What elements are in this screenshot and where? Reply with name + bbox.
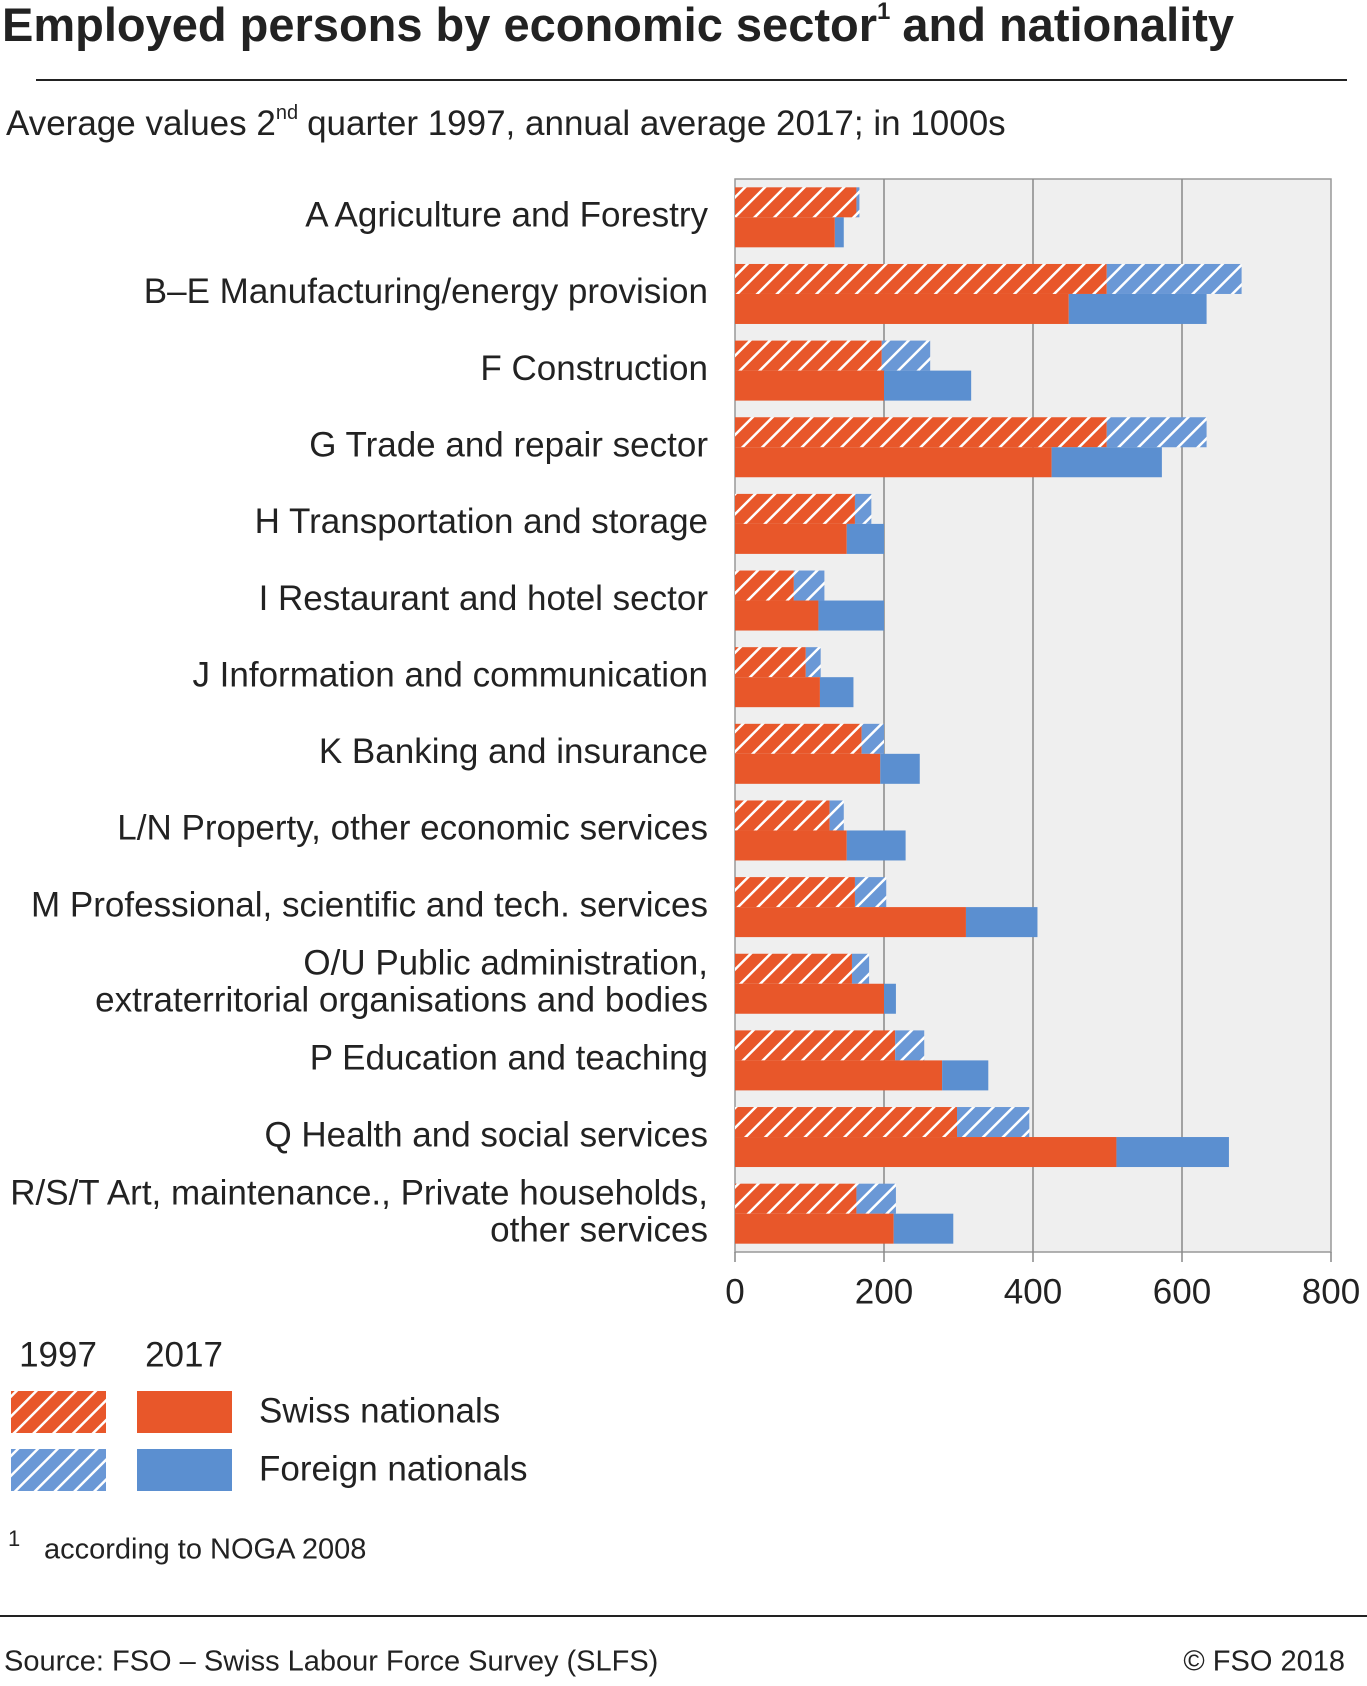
bar <box>884 983 896 1014</box>
x-tick-label: 600 <box>1153 1272 1211 1311</box>
bar <box>735 417 1107 448</box>
bar <box>957 1107 1030 1138</box>
bar <box>735 983 884 1014</box>
chart-title: Employed persons by economic sector1 and … <box>2 0 1234 51</box>
bar <box>854 877 887 908</box>
category-label: H Transportation and storage <box>255 502 708 541</box>
category-label: K Banking and insurance <box>319 732 708 771</box>
x-tick-label: 800 <box>1302 1272 1360 1311</box>
x-tick-label: 400 <box>1004 1272 1062 1311</box>
category-label: J Information and communication <box>192 655 708 694</box>
subtitle: Average values 2nd quarter 1997, annual a… <box>6 102 1006 143</box>
bar <box>884 370 972 401</box>
bar <box>735 877 855 908</box>
bar <box>735 1183 857 1214</box>
bar <box>854 493 872 524</box>
legend-swatch <box>137 1449 232 1491</box>
bar <box>1106 263 1242 294</box>
bar <box>856 1183 896 1214</box>
bar <box>861 723 884 754</box>
bar <box>735 677 820 708</box>
bar <box>735 1137 1117 1168</box>
bar <box>942 1060 989 1091</box>
bar <box>893 1213 954 1244</box>
category-label: A Agriculture and Forestry <box>305 196 708 235</box>
bar <box>735 570 794 601</box>
category-label: O/U Public administration, <box>303 944 708 983</box>
source: Source: FSO – Swiss Labour Force Survey … <box>4 1646 658 1678</box>
bar <box>735 523 847 554</box>
bar <box>735 263 1107 294</box>
bar <box>735 370 884 401</box>
legend-swatch <box>137 1391 232 1433</box>
category-label: G Trade and repair sector <box>309 426 708 465</box>
legend-swatch <box>11 1391 106 1433</box>
bar <box>805 647 821 678</box>
bar <box>735 647 806 678</box>
bar <box>735 830 847 861</box>
legend-swatch <box>11 1449 106 1491</box>
bar <box>1116 1137 1229 1168</box>
legend-year: 2017 <box>145 1335 223 1374</box>
legend-label: Foreign nationals <box>259 1449 528 1488</box>
bar <box>829 800 844 831</box>
category-label: Q Health and social services <box>264 1115 708 1154</box>
category-label: B–E Manufacturing/energy provision <box>144 272 708 311</box>
bar <box>965 907 1038 938</box>
bar <box>735 953 852 984</box>
bar <box>735 293 1069 324</box>
category-label: F Construction <box>480 349 708 388</box>
bar <box>834 217 844 248</box>
bar <box>846 830 906 861</box>
category-label: extraterritorial organisations and bodie… <box>95 981 708 1020</box>
x-tick-label: 200 <box>855 1272 913 1311</box>
legend-label: Swiss nationals <box>259 1391 500 1430</box>
bar <box>819 677 854 708</box>
bar <box>818 600 884 631</box>
bar <box>1051 447 1162 478</box>
footnote-mark: 1 <box>8 1526 20 1551</box>
bar <box>846 523 884 554</box>
category-label: R/S/T Art, maintenance., Private househo… <box>10 1173 708 1212</box>
bar <box>735 600 819 631</box>
copyright: © FSO 2018 <box>1183 1646 1345 1678</box>
bar <box>880 753 920 784</box>
bar <box>735 447 1052 478</box>
bar <box>735 753 881 784</box>
bar <box>881 340 931 371</box>
bar <box>735 217 835 248</box>
bar <box>735 1060 943 1091</box>
bar <box>851 953 870 984</box>
bar <box>735 1107 958 1138</box>
category-label: other services <box>490 1210 708 1249</box>
bar <box>895 1030 925 1061</box>
bar <box>856 187 860 218</box>
bar <box>735 800 830 831</box>
bar <box>735 493 855 524</box>
bar <box>735 1030 896 1061</box>
bar <box>735 187 857 218</box>
x-tick-label: 0 <box>725 1272 744 1311</box>
bar <box>735 723 862 754</box>
bar <box>1068 293 1207 324</box>
category-label: P Education and teaching <box>310 1039 708 1078</box>
category-label: I Restaurant and hotel sector <box>259 579 709 618</box>
footnote: according to NOGA 2008 <box>44 1534 366 1566</box>
legend-year: 1997 <box>19 1335 97 1374</box>
bar <box>1106 417 1207 448</box>
bar <box>735 907 966 938</box>
bar <box>793 570 825 601</box>
bar <box>735 340 882 371</box>
category-label: L/N Property, other economic services <box>117 809 708 848</box>
bar <box>735 1213 894 1244</box>
category-label: M Professional, scientific and tech. ser… <box>31 885 708 924</box>
